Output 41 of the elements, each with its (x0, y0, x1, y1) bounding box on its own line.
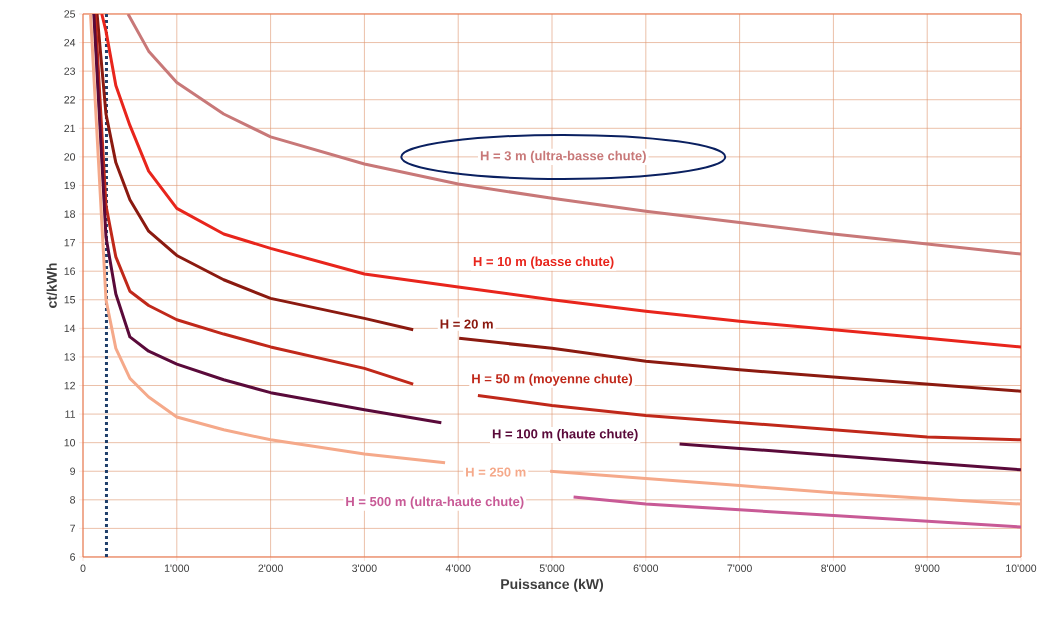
y-tick-label: 9 (70, 467, 75, 475)
y-tick-label: 23 (64, 67, 76, 75)
y-tick-label: 11 (65, 410, 75, 418)
series-label: H = 20 m (440, 319, 493, 329)
series-label: H = 10 m (basse chute) (473, 256, 614, 269)
y-tick-label: 19 (64, 181, 75, 190)
y-tick-label: 21 (64, 124, 75, 132)
y-tick-label: 10 (64, 438, 76, 447)
x-tick-label: 10'000 (1006, 564, 1037, 572)
x-tick-label: 9'000 (915, 564, 940, 572)
text: H = 500 m (ultra-haute chute) (346, 496, 524, 509)
y-tick-label: 24 (64, 38, 76, 47)
y-tick-label: 14 (64, 324, 76, 332)
y-tick-label: 15 (64, 296, 76, 304)
x-tick-label: 0 (80, 564, 86, 572)
x-tick-label: 6'000 (633, 564, 659, 572)
y-tick-label: 18 (64, 210, 76, 218)
y-axis-title: ct/kWh (46, 263, 57, 308)
x-tick-label: 2'000 (258, 564, 283, 572)
y-tick-label: 16 (64, 267, 76, 275)
y-tick-label: 13 (64, 353, 76, 361)
x-tick-label: 1'000 (164, 564, 190, 572)
line-series (126, 13, 1022, 256)
y-tick-label: 6 (70, 553, 76, 561)
y-tick-label: 7 (70, 524, 75, 533)
x-tick-label: 8'000 (821, 564, 846, 572)
series-label: H = 50 m (moyenne chute) (472, 373, 633, 386)
x-tick-label: 7'000 (727, 564, 752, 572)
y-tick-label: 8 (70, 496, 76, 504)
x-tick-label: 4'000 (445, 564, 471, 572)
y-tick-label: 17 (64, 239, 75, 247)
y-tick-label: 20 (64, 153, 76, 161)
x-axis-title: Puissance (kW) (501, 578, 604, 592)
series-label: H = 250 m (466, 467, 526, 477)
x-tick-label: 3'000 (352, 564, 377, 572)
y-tick-label: 25 (64, 10, 76, 18)
y-tick-label: 12 (64, 381, 75, 390)
series-label: H = 3 m (ultra-basse chute) (480, 150, 646, 163)
x-tick-label: 5'000 (539, 564, 565, 572)
text: H = 100 m (haute chute) (492, 428, 638, 442)
y-tick-label: 22 (64, 96, 75, 104)
